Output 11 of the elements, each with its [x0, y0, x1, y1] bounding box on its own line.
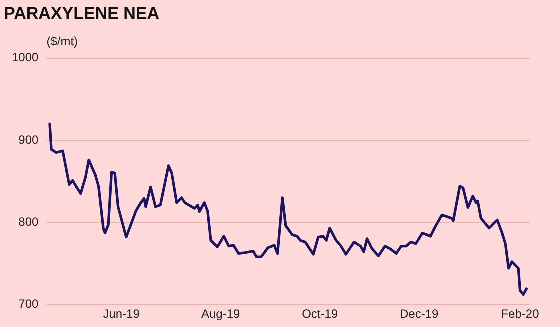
x-tick-label: Oct-19	[302, 307, 338, 322]
y-tick-label: 800	[18, 214, 40, 229]
x-tick-label: Dec-19	[400, 307, 440, 322]
x-tick-label: Jun-19	[103, 307, 140, 322]
x-tick-label: Feb-20	[501, 307, 540, 322]
y-axis-title: ($/mt)	[46, 34, 78, 49]
y-tick-label: 900	[18, 132, 40, 147]
x-tick-label: Aug-19	[201, 307, 240, 322]
chart-title: PARAXYLENE NEA	[4, 4, 160, 23]
y-tick-label: 1000	[12, 50, 40, 65]
y-tick-label: 700	[18, 296, 40, 311]
